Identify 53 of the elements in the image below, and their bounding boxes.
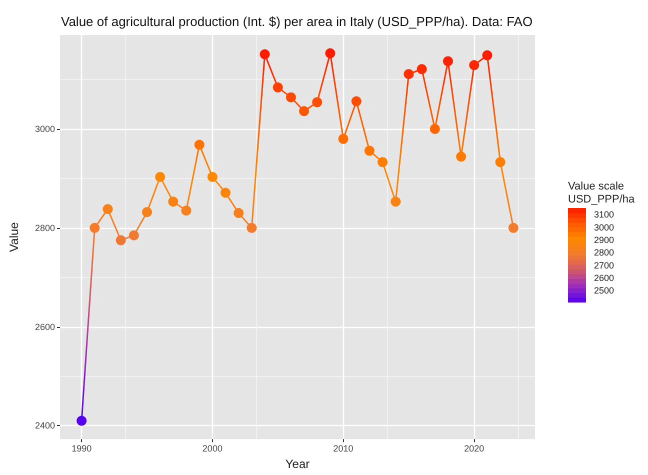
point xyxy=(76,416,87,426)
point xyxy=(272,82,283,92)
point xyxy=(168,196,178,207)
point xyxy=(390,196,401,207)
point xyxy=(246,222,257,233)
color-bar-label: 2800 xyxy=(594,248,614,258)
point xyxy=(299,106,310,116)
point xyxy=(207,172,218,182)
color-bar-label: 2600 xyxy=(594,272,614,283)
color-bar-label: 2500 xyxy=(594,286,614,296)
point xyxy=(456,152,466,162)
point xyxy=(378,157,388,168)
y-tick-label: 3000 xyxy=(34,124,55,134)
y-tick-label: 2400 xyxy=(34,420,55,431)
point xyxy=(469,60,480,70)
point xyxy=(286,92,296,102)
point xyxy=(351,96,362,106)
y-tick-label: 2600 xyxy=(34,322,55,332)
color-bar-title: Value scale USD_PPP/ha xyxy=(568,180,636,206)
point xyxy=(181,206,192,216)
color-bar-label: 2900 xyxy=(594,235,614,246)
point xyxy=(90,222,100,233)
y-axis-title: Value xyxy=(7,222,21,252)
point xyxy=(404,69,414,80)
chart-title: Value of agricultural production (Int. $) per area in Italy (USD_PPP/ha). Data: FAO xyxy=(61,14,533,29)
color-bar-label: 3000 xyxy=(594,222,614,232)
point xyxy=(364,146,374,156)
point xyxy=(338,134,348,144)
point xyxy=(234,208,244,218)
point xyxy=(312,97,322,108)
x-axis-title: Year xyxy=(285,457,310,471)
x-tick-label: 2010 xyxy=(333,444,354,454)
y-tick-label: 2800 xyxy=(34,222,55,233)
point xyxy=(128,230,139,240)
point xyxy=(155,172,166,182)
point xyxy=(508,222,518,233)
point xyxy=(482,50,492,60)
point xyxy=(416,64,427,74)
x-tick-label: 2000 xyxy=(202,444,222,454)
point xyxy=(325,48,336,58)
point xyxy=(142,207,152,218)
point xyxy=(116,235,126,246)
color-bar-label: 2700 xyxy=(594,260,614,270)
point xyxy=(220,188,231,198)
color-bar-label: 3100 xyxy=(594,210,614,220)
point xyxy=(194,140,204,150)
point xyxy=(442,56,453,66)
x-tick-label: 2020 xyxy=(464,444,484,454)
x-tick-label: 1990 xyxy=(72,444,92,454)
point xyxy=(430,124,440,134)
point xyxy=(260,49,270,60)
point xyxy=(495,157,506,168)
point xyxy=(102,204,113,214)
